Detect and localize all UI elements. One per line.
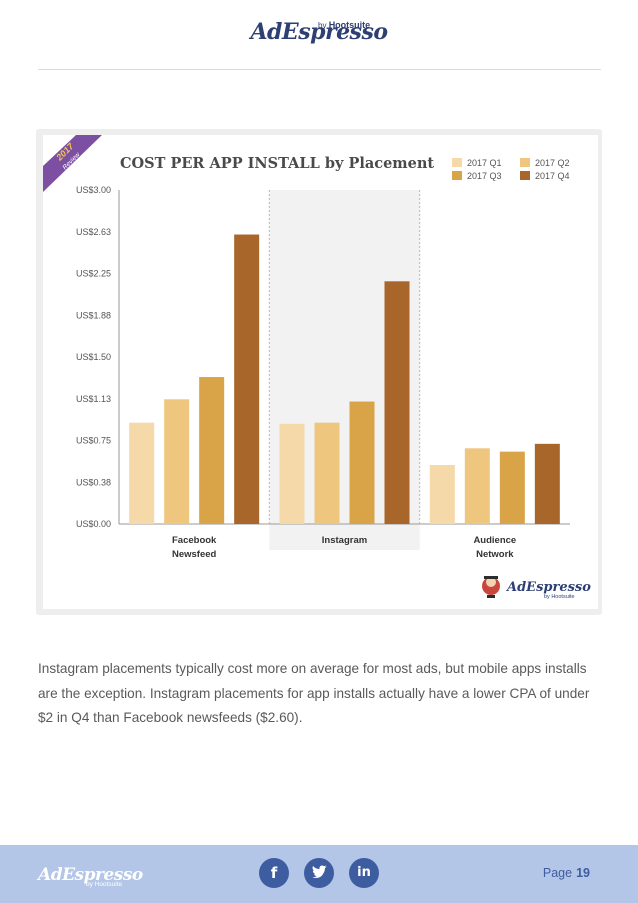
category-label: Newsfeed	[172, 549, 217, 560]
category-label: Facebook	[172, 535, 217, 546]
legend-col-2: 2017 Q2 2017 Q4	[520, 156, 570, 182]
legend-col-1: 2017 Q1 2017 Q3	[452, 156, 502, 182]
y-tick-label: US$1.88	[76, 310, 111, 320]
legend-item-q3: 2017 Q3	[452, 169, 502, 182]
body-paragraph: Instagram placements typically cost more…	[38, 657, 608, 731]
mascot-icon	[482, 576, 500, 598]
bar	[384, 281, 410, 524]
bar	[429, 464, 455, 524]
y-tick-label: US$1.50	[76, 352, 111, 362]
paragraph-line: $2 in Q4 than Facebook newsfeeds ($2.60)…	[38, 710, 303, 725]
legend-label: 2017 Q2	[535, 157, 570, 168]
y-tick-label: US$2.63	[76, 227, 111, 237]
bar	[499, 451, 525, 524]
facebook-icon[interactable]: f	[259, 858, 289, 888]
footer-logo-sub: by Hootsuite	[86, 881, 123, 888]
bar	[464, 448, 490, 524]
header-logo: AdEspresso	[0, 20, 638, 44]
legend-item-q4: 2017 Q4	[520, 169, 570, 182]
y-tick-label: US$0.75	[76, 436, 111, 446]
bar	[534, 443, 560, 524]
y-tick-label: US$0.38	[76, 477, 111, 487]
y-tick-label: US$2.25	[76, 269, 111, 279]
bar	[314, 422, 340, 524]
header-divider	[38, 69, 601, 70]
category-label: Instagram	[322, 535, 367, 546]
legend-item-q2: 2017 Q2	[520, 156, 570, 169]
header-logo-text: AdEspresso	[250, 19, 388, 45]
legend-label: 2017 Q1	[467, 157, 502, 168]
header-logo-sub: by Hootsuite	[318, 20, 371, 30]
bar	[199, 377, 225, 524]
paragraph-line: are the exception. Instagram placements …	[38, 685, 590, 701]
bar	[279, 423, 305, 524]
paragraph-line: Instagram placements typically cost more…	[38, 661, 587, 676]
review-ribbon	[43, 135, 102, 192]
bar	[164, 399, 190, 524]
y-tick-label: US$1.13	[76, 394, 111, 404]
legend-swatch	[520, 171, 530, 180]
twitter-bird-icon	[312, 865, 327, 878]
linkedin-icon[interactable]: in	[349, 858, 379, 888]
legend-swatch	[452, 171, 462, 180]
chart-title: COST PER APP INSTALL by Placement	[120, 155, 435, 172]
footer-logo: AdEspresso	[38, 865, 143, 885]
chart-watermark-sub: by Hootsuite	[544, 594, 575, 600]
footer: AdEspresso by Hootsuite f in Page 19	[0, 845, 638, 903]
category-label: Audience	[473, 535, 516, 546]
legend-swatch	[520, 158, 530, 167]
twitter-icon[interactable]	[304, 858, 334, 888]
chart-watermark: AdEspresso	[505, 580, 591, 595]
legend-label: 2017 Q4	[535, 170, 570, 181]
y-tick-label: US$3.00	[76, 185, 111, 195]
bar	[234, 234, 260, 525]
y-tick-label: US$0.00	[76, 519, 111, 529]
category-label: Network	[476, 549, 514, 560]
legend-item-q1: 2017 Q1	[452, 156, 502, 169]
bar	[349, 401, 375, 524]
page-number: Page 19	[542, 866, 590, 880]
legend-swatch	[452, 158, 462, 167]
legend-label: 2017 Q3	[467, 170, 502, 181]
bar	[129, 422, 155, 524]
